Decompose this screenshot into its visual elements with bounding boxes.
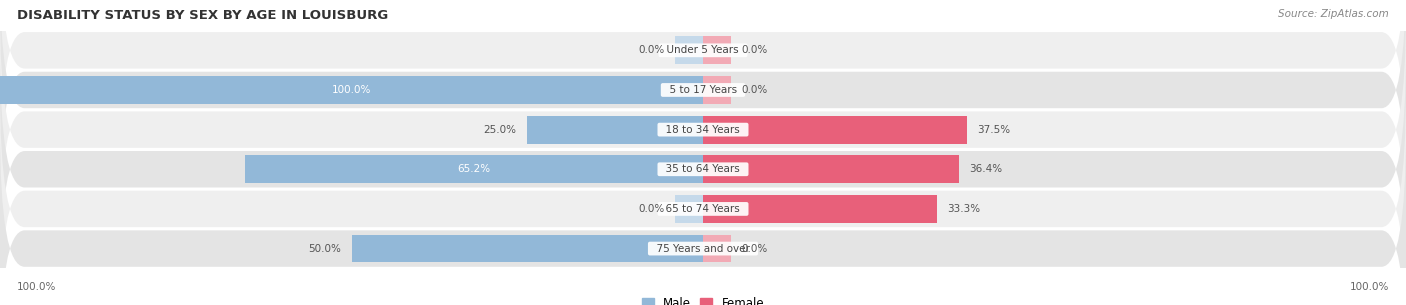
Text: 0.0%: 0.0%: [742, 85, 768, 95]
Text: 36.4%: 36.4%: [970, 164, 1002, 174]
Text: 75 Years and over: 75 Years and over: [650, 244, 756, 253]
FancyBboxPatch shape: [0, 0, 1406, 210]
Bar: [703, 235, 731, 262]
Bar: [703, 195, 936, 223]
Text: DISABILITY STATUS BY SEX BY AGE IN LOUISBURG: DISABILITY STATUS BY SEX BY AGE IN LOUIS…: [17, 9, 388, 22]
Text: 0.0%: 0.0%: [638, 204, 665, 214]
FancyBboxPatch shape: [0, 128, 1406, 305]
Text: 50.0%: 50.0%: [308, 244, 340, 253]
Bar: [703, 116, 967, 144]
Text: 18 to 34 Years: 18 to 34 Years: [659, 125, 747, 135]
Text: 100.0%: 100.0%: [1350, 282, 1389, 292]
Bar: [0, 76, 703, 104]
Bar: [703, 76, 731, 104]
Text: 65.2%: 65.2%: [457, 164, 491, 174]
Text: 5 to 17 Years: 5 to 17 Years: [662, 85, 744, 95]
Text: 65 to 74 Years: 65 to 74 Years: [659, 204, 747, 214]
Text: 0.0%: 0.0%: [638, 45, 665, 55]
Text: 25.0%: 25.0%: [484, 125, 517, 135]
Text: 0.0%: 0.0%: [742, 45, 768, 55]
Text: 0.0%: 0.0%: [742, 244, 768, 253]
Bar: [675, 36, 703, 64]
FancyBboxPatch shape: [0, 9, 1406, 250]
Text: Source: ZipAtlas.com: Source: ZipAtlas.com: [1278, 9, 1389, 19]
FancyBboxPatch shape: [0, 0, 1406, 171]
Text: 37.5%: 37.5%: [977, 125, 1011, 135]
Text: 35 to 64 Years: 35 to 64 Years: [659, 164, 747, 174]
FancyBboxPatch shape: [0, 49, 1406, 290]
FancyBboxPatch shape: [0, 88, 1406, 305]
Text: 100.0%: 100.0%: [332, 85, 371, 95]
Text: Under 5 Years: Under 5 Years: [661, 45, 745, 55]
Bar: [527, 116, 703, 144]
Bar: [352, 235, 703, 262]
Bar: [703, 156, 959, 183]
Bar: [245, 156, 703, 183]
Legend: Male, Female: Male, Female: [637, 292, 769, 305]
Text: 33.3%: 33.3%: [948, 204, 981, 214]
Text: 100.0%: 100.0%: [17, 282, 56, 292]
Bar: [703, 36, 731, 64]
Bar: [675, 195, 703, 223]
